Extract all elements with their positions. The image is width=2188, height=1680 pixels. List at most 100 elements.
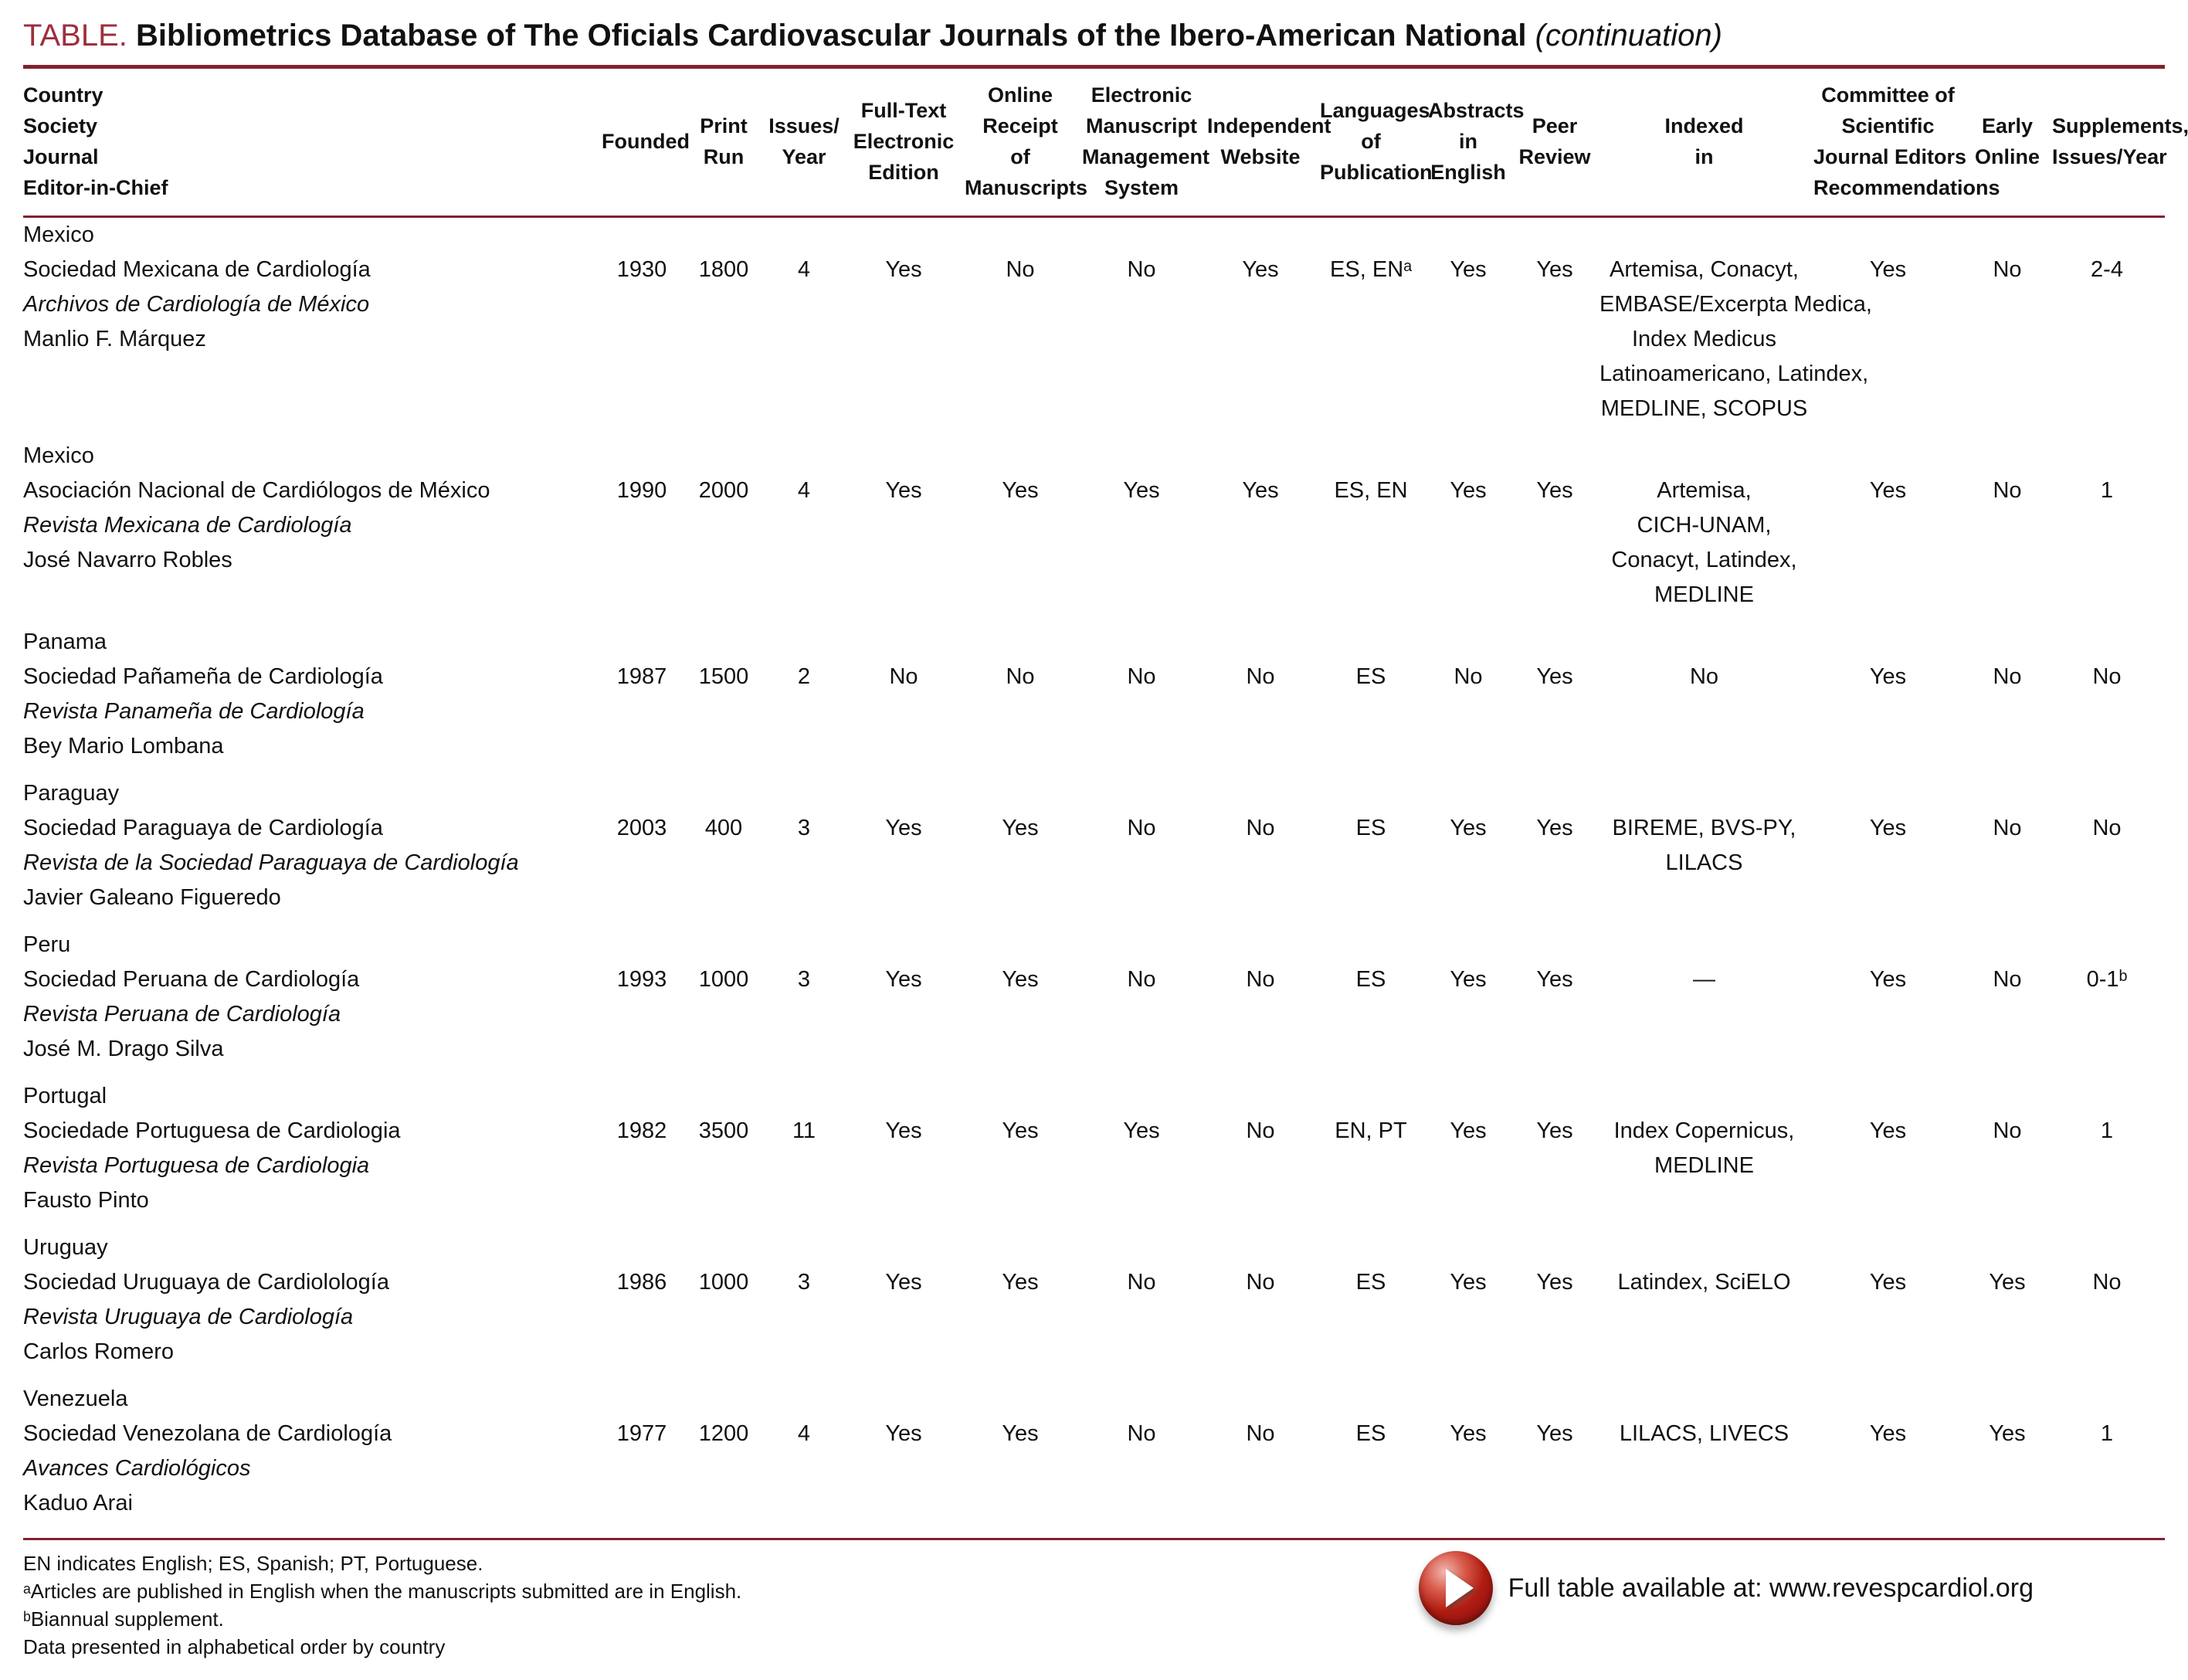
country-label: Portugal <box>23 1084 107 1108</box>
cell-abstracts-in-english: Yes <box>1450 478 1487 503</box>
table-row: Panama Sociedad Pañameña de Cardiología … <box>23 625 2165 776</box>
cell-issues-year: 3 <box>797 967 811 992</box>
footnote: ᵃArticles are published in English when … <box>23 1580 742 1603</box>
cell-committee: Yes <box>1869 664 1907 689</box>
cell-indexed-in: BIREME, BVS-PY, LILACS <box>1612 816 1796 875</box>
cell-full-text-electronic-edition: Yes <box>885 1421 922 1446</box>
editor-name: Javier Galeano Figueredo <box>23 885 281 910</box>
cell-indexed-in: Latindex, SciELO <box>1617 1270 1791 1295</box>
cell-supplements: No <box>2092 816 2122 840</box>
cell-ems: No <box>1127 664 1156 689</box>
cell-print-run: 400 <box>704 816 743 840</box>
cell-online-receipt: Yes <box>1002 816 1039 840</box>
cell-peer-review: Yes <box>1536 967 1573 992</box>
cell-languages: ES, ENᵃ <box>1330 257 1412 282</box>
cell-supplements: 0-1ᵇ <box>2086 967 2128 992</box>
cell-committee: Yes <box>1869 1421 1907 1446</box>
cell-issues-year: 3 <box>797 1270 811 1295</box>
editor-name: Kaduo Arai <box>23 1491 133 1515</box>
country-label: Mexico <box>23 443 94 468</box>
cell-print-run: 1000 <box>698 1270 749 1295</box>
cell-identity: Portugal Sociedade Portuguesa de Cardiol… <box>23 1079 599 1230</box>
society-name: Sociedad Peruana de Cardiología <box>23 967 360 992</box>
cell-supplements: 1 <box>2100 1421 2114 1446</box>
cell-print-run: 2000 <box>698 478 749 503</box>
cell-early-online: Yes <box>1989 1421 2026 1446</box>
table-row: Paraguay Sociedad Paraguaya de Cardiolog… <box>23 776 2165 928</box>
play-button[interactable] <box>1418 1551 1493 1625</box>
cell-ems: No <box>1127 1270 1156 1295</box>
cell-identity: Venezuela Sociedad Venezolana de Cardiol… <box>23 1382 599 1533</box>
cell-issues-year: 11 <box>792 1118 816 1143</box>
cell-identity: Uruguay Sociedad Uruguaya de Cardiololog… <box>23 1230 599 1382</box>
cell-languages: ES <box>1355 816 1386 840</box>
cell-online-receipt: No <box>1006 664 1035 689</box>
cell-supplements: 2-4 <box>2091 257 2123 282</box>
cell-founded: 2003 <box>616 816 667 840</box>
cell-issues-year: 2 <box>797 664 811 689</box>
cell-peer-review: Yes <box>1536 1421 1573 1446</box>
col-header-languages-of-publication: Languages of Publication <box>1320 99 1433 184</box>
cell-committee: Yes <box>1869 478 1907 503</box>
country-label: Mexico <box>23 222 94 247</box>
cell-independent-website: No <box>1246 816 1275 840</box>
availability-link-text[interactable]: Full table available at: www.revespcardi… <box>1508 1573 2034 1603</box>
bibliometrics-table: Country Society Journal Editor-in-Chief … <box>23 69 2188 1533</box>
cell-peer-review: Yes <box>1536 257 1573 282</box>
cell-independent-website: No <box>1246 664 1275 689</box>
cell-indexed-in: LILACS, LIVECS <box>1619 1421 1789 1446</box>
society-name: Sociedad Mexicana de Cardiología <box>23 257 371 282</box>
editor-name: José Navarro Robles <box>23 548 232 572</box>
cell-independent-website: No <box>1246 967 1275 992</box>
cell-early-online: No <box>1993 664 2022 689</box>
country-label: Venezuela <box>23 1386 128 1411</box>
country-label: Panama <box>23 630 107 654</box>
title-rule <box>23 65 2165 69</box>
cell-issues-year: 3 <box>797 816 811 840</box>
cell-ems: No <box>1127 257 1156 282</box>
cell-abstracts-in-english: Yes <box>1450 1421 1487 1446</box>
society-name: Asociación Nacional de Cardiólogos de Mé… <box>23 478 490 503</box>
cell-abstracts-in-english: Yes <box>1450 1270 1487 1295</box>
cell-full-text-electronic-edition: Yes <box>885 1270 922 1295</box>
cell-indexed-in: — <box>1693 967 1715 992</box>
table-row: Mexico Sociedad Mexicana de Cardiología … <box>23 217 2165 440</box>
bottom-rule <box>23 1538 2165 1540</box>
cell-ems: Yes <box>1123 478 1160 503</box>
col-header-issues-year: Issues/ Year <box>768 114 840 168</box>
table-row: Portugal Sociedade Portuguesa de Cardiol… <box>23 1079 2165 1230</box>
table-title: TABLE. Bibliometrics Database of The Ofi… <box>23 19 2165 53</box>
cell-peer-review: Yes <box>1536 816 1573 840</box>
table-title-continuation: (continuation) <box>1535 19 1722 53</box>
cell-early-online: No <box>1993 1118 2022 1143</box>
cell-peer-review: Yes <box>1536 478 1573 503</box>
cell-identity: Paraguay Sociedad Paraguaya de Cardiolog… <box>23 776 599 928</box>
cell-full-text-electronic-edition: Yes <box>885 478 922 503</box>
cell-supplements: 1 <box>2100 1118 2114 1143</box>
cell-independent-website: No <box>1246 1270 1275 1295</box>
cell-full-text-electronic-edition: Yes <box>885 257 922 282</box>
country-label: Paraguay <box>23 781 120 806</box>
col-header-full-text-electronic-edition: Full-Text Electronic Edition <box>853 99 955 184</box>
footnote: Data presented in alphabetical order by … <box>23 1635 446 1658</box>
society-name: Sociedade Portuguesa de Cardiologia <box>23 1118 401 1143</box>
table-footer: EN indicates English; ES, Spanish; PT, P… <box>23 1549 2165 1661</box>
country-label: Peru <box>23 932 71 957</box>
col-header-committee-recommendations: Committee of Scientific Journal Editors … <box>1813 83 2000 199</box>
cell-full-text-electronic-edition: Yes <box>885 967 922 992</box>
table-label: TABLE. <box>23 19 127 53</box>
cell-full-text-electronic-edition: No <box>889 664 918 689</box>
full-table-availability[interactable]: Full table available at: www.revespcardi… <box>1418 1551 2034 1625</box>
cell-supplements: 1 <box>2100 478 2114 503</box>
col-header-founded: Founded <box>602 130 690 153</box>
cell-ems: No <box>1127 1421 1156 1446</box>
cell-online-receipt: Yes <box>1002 1270 1039 1295</box>
society-name: Sociedad Venezolana de Cardiología <box>23 1421 392 1446</box>
cell-committee: Yes <box>1869 816 1907 840</box>
cell-languages: EN, PT <box>1335 1118 1407 1143</box>
col-header-early-online: Early Online <box>1974 114 2040 168</box>
cell-indexed-in: Artemisa, Conacyt, EMBASE/Excerpta Medic… <box>1599 257 1872 421</box>
cell-founded: 1982 <box>616 1118 667 1143</box>
cell-online-receipt: Yes <box>1002 1118 1039 1143</box>
cell-early-online: No <box>1993 967 2022 992</box>
